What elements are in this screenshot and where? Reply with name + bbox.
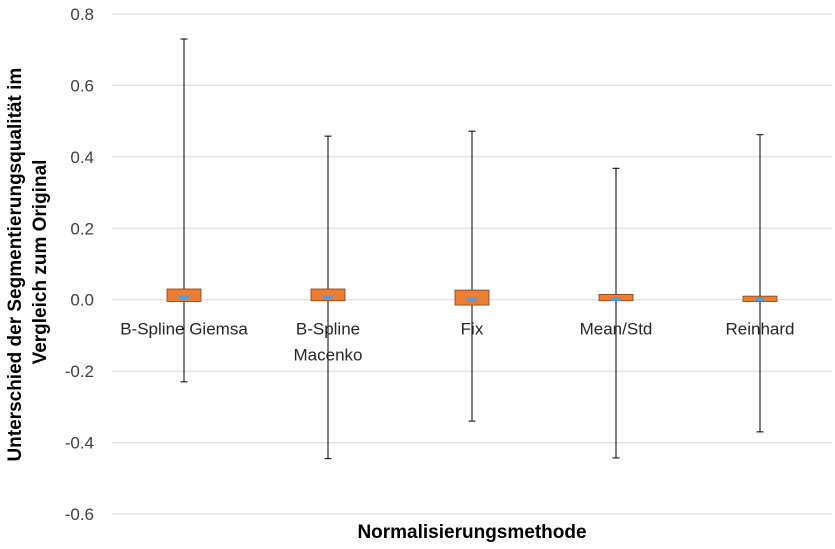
- iqr-box: [310, 288, 346, 302]
- y-tick-label: 0.6: [70, 76, 94, 95]
- median-marker: [179, 295, 189, 300]
- y-tick-label: 0.8: [70, 5, 94, 24]
- y-tick-label: -0.6: [65, 505, 94, 524]
- y-tick-label: 0.4: [70, 148, 94, 167]
- x-category-label: B-Spline Macenko: [294, 320, 363, 365]
- x-category-label: Fix: [461, 320, 484, 339]
- y-axis-title-line-2: Vergleich zum Original: [30, 160, 51, 365]
- median-marker: [611, 297, 621, 301]
- y-tick-label: 0.2: [70, 219, 94, 238]
- box-plot: [598, 167, 634, 459]
- y-axis-title: Unterschied der Segmentierungsqualität i…: [5, 62, 51, 461]
- box-plot: [742, 134, 778, 433]
- y-axis-ticks: 0.8 0.6 0.4 0.2 0.0 -0.2 -0.4 -0.6: [65, 5, 94, 524]
- box-plot: [310, 135, 346, 460]
- y-tick-label: 0.0: [70, 291, 94, 310]
- x-axis-categories: B-Spline Giemsa B-Spline Macenko Fix Mean/St…: [120, 320, 794, 365]
- x-category-label: Mean/Std: [580, 320, 653, 339]
- iqr-box: [454, 289, 490, 306]
- median-marker: [467, 297, 477, 302]
- box-plot: [166, 38, 202, 383]
- y-tick-label: -0.4: [65, 434, 94, 453]
- box-plot: [454, 130, 490, 422]
- x-axis-title: Normalisierungsmethode: [357, 522, 586, 543]
- median-marker: [323, 295, 333, 300]
- y-tick-label: -0.2: [65, 362, 94, 381]
- iqr-box: [166, 288, 202, 302]
- x-category-label: Reinhard: [726, 320, 795, 339]
- median-marker: [755, 297, 765, 301]
- boxes: [166, 38, 778, 460]
- y-axis-title-line-1: Unterschied der Segmentierungsqualität i…: [5, 68, 26, 462]
- x-category-label: B-Spline Giemsa: [120, 320, 248, 339]
